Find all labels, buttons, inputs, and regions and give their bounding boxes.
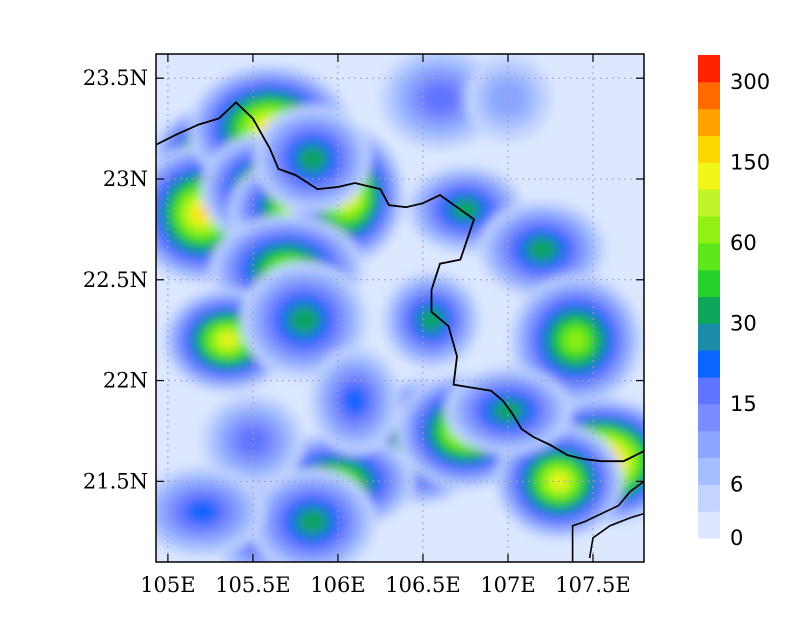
colorbar-swatch (698, 269, 720, 297)
contour-band (488, 78, 528, 118)
precip-hotspot (156, 466, 266, 557)
colorbar-label: 0 (730, 526, 743, 550)
colorbar-swatch (698, 135, 720, 163)
contour-band (496, 402, 520, 419)
colorbar-swatch (698, 430, 720, 458)
colorbar-swatch (698, 242, 720, 271)
contour-band (530, 240, 554, 259)
precip-hotspot (406, 165, 525, 254)
coast-line (588, 512, 644, 559)
colorbar-label: 6 (730, 472, 743, 496)
precip-hotspot (464, 54, 552, 142)
y-axis: 21.5N 22N 22.5N 23N 23.5N (83, 66, 644, 493)
colorbar-swatch (698, 162, 720, 190)
colorbar-swatch (698, 484, 720, 512)
coast-line (571, 480, 644, 562)
contour-band (300, 511, 325, 532)
colorbar-swatch (698, 403, 720, 432)
precip-hotspot (248, 467, 376, 562)
colorbar-swatch (698, 350, 720, 378)
x-tick-label: 106E (310, 573, 365, 597)
x-tick-label: 107.5E (555, 573, 630, 597)
contour-band (566, 331, 586, 350)
colorbar-swatch (698, 216, 720, 244)
colorbar-swatch (698, 511, 720, 539)
contour-band (301, 148, 324, 169)
x-tick-label: 106.5E (385, 573, 460, 597)
contour-band (454, 201, 477, 218)
y-tick-label: 21.5N (83, 469, 148, 493)
y-tick-label: 23.5N (83, 66, 148, 90)
x-tick-label: 105.5E (215, 573, 290, 597)
colorbar-label: 15 (730, 392, 757, 416)
colorbar-swatch (698, 108, 720, 136)
y-tick-label: 22.5N (83, 268, 148, 292)
colorbar-swatch (698, 296, 720, 324)
contour-band (422, 83, 458, 114)
colorbar-label: 300 (730, 70, 770, 94)
x-tick-label: 107E (480, 573, 535, 597)
border-line (156, 101, 644, 463)
contour-band (186, 500, 218, 523)
grid-lines (156, 54, 644, 562)
y-tick-label: 23N (103, 167, 148, 191)
colorbar-label: 150 (730, 150, 770, 174)
colorbar-swatch (698, 377, 720, 405)
contour-band (238, 427, 268, 455)
colorbar-swatch (698, 55, 720, 83)
precip-hotspot (478, 200, 606, 299)
x-tick-label: 105E (140, 573, 195, 597)
colorbar-swatch (698, 81, 720, 110)
colorbar-swatch (698, 323, 720, 351)
contour-band (292, 309, 316, 332)
precip-hotspot (309, 346, 401, 456)
contour-band (422, 310, 441, 330)
precip-hotspot (240, 261, 368, 379)
contour-band (343, 387, 366, 414)
plot-frame (155, 53, 645, 563)
colorbar-label: 60 (730, 231, 757, 255)
y-tick-label: 22N (103, 369, 148, 393)
x-axis: 105E 105.5E 106E 106.5E 107E 107.5E (140, 54, 631, 597)
precip-hotspot (253, 105, 372, 213)
precip-hotspot (509, 274, 642, 407)
precip-hotspot (382, 271, 481, 370)
colorbar: 0 6 15 30 60 150 300 (698, 55, 770, 550)
country-borders (156, 101, 644, 562)
colorbar-label: 30 (730, 311, 757, 335)
contour-band (219, 334, 235, 347)
colorbar-swatch (698, 457, 720, 485)
precip-hotspot (201, 393, 305, 489)
colorbar-swatch (698, 189, 720, 217)
